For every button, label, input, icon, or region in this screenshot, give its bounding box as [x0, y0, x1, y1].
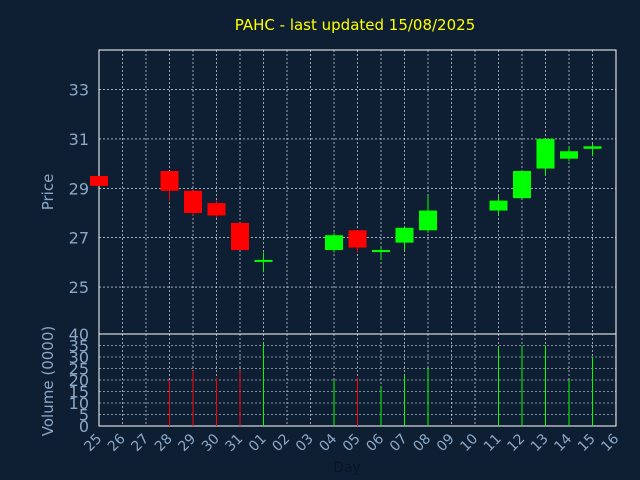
candle-body	[348, 230, 367, 248]
price-tick-label: 25	[69, 278, 89, 297]
chart-title: PAHC - last updated 15/08/2025	[235, 16, 475, 34]
candle-body	[560, 151, 578, 159]
x-tick-label: 09	[434, 431, 458, 455]
candle-body	[231, 222, 249, 251]
x-tick-label: 07	[387, 431, 411, 455]
x-tick-label: 04	[316, 431, 340, 455]
candle-body	[325, 235, 343, 251]
volume-panel	[98, 333, 617, 427]
x-tick-label: 12	[504, 431, 528, 455]
volume-axis-label: Volume (0000)	[39, 326, 57, 436]
volume-tick-label: 10	[69, 394, 89, 413]
volume-tick-label: 40	[69, 325, 89, 344]
x-tick-label: 01	[246, 431, 270, 455]
x-tick-label: 15	[575, 431, 599, 455]
x-tick-label: 27	[128, 431, 152, 455]
x-axis-label: Day	[333, 460, 361, 476]
x-tick-label: 02	[269, 431, 293, 455]
candle-body	[207, 203, 226, 216]
volume-tick-label: 15	[69, 383, 89, 402]
price-panel	[90, 49, 617, 335]
x-tick-label: 13	[528, 431, 552, 455]
x-tick-label: 05	[340, 431, 364, 455]
price-axis-label: Price	[39, 174, 57, 211]
x-tick-label: 11	[481, 431, 505, 455]
volume-tick-label: 0	[79, 417, 89, 436]
candle-body	[513, 171, 531, 199]
x-tick-label: 29	[175, 431, 199, 455]
candle-body	[90, 175, 108, 186]
x-tick-label: 30	[199, 431, 223, 455]
x-tick-label: 16	[598, 431, 622, 455]
price-tick-label: 31	[69, 130, 89, 149]
x-tick-label: 03	[293, 431, 317, 455]
candle-body	[372, 250, 390, 253]
x-tick-label: 26	[105, 431, 129, 455]
candle-body	[160, 171, 179, 191]
x-tick-label: 06	[363, 431, 387, 455]
candle-body	[254, 259, 273, 262]
volume-tick-label: 25	[69, 360, 89, 379]
price-tick-label: 27	[69, 229, 89, 248]
candle-body	[489, 200, 508, 211]
candle-body	[395, 227, 414, 243]
candle-body	[419, 210, 437, 231]
candle-body	[536, 138, 555, 169]
x-tick-label: 14	[551, 431, 575, 455]
x-tick-label: 10	[457, 431, 481, 455]
candle-body	[184, 190, 202, 213]
price-tick-label: 29	[69, 179, 89, 198]
x-tick-label: 31	[222, 431, 246, 455]
x-tick-label: 28	[152, 431, 176, 455]
volume-tick-label: 35	[69, 337, 89, 356]
price-tick-label: 33	[69, 81, 89, 100]
volume-tick-label: 20	[69, 371, 89, 390]
volume-tick-label: 30	[69, 348, 89, 367]
x-tick-label: 08	[410, 431, 434, 455]
candle-body	[583, 146, 602, 149]
volume-tick-label: 5	[79, 406, 89, 425]
